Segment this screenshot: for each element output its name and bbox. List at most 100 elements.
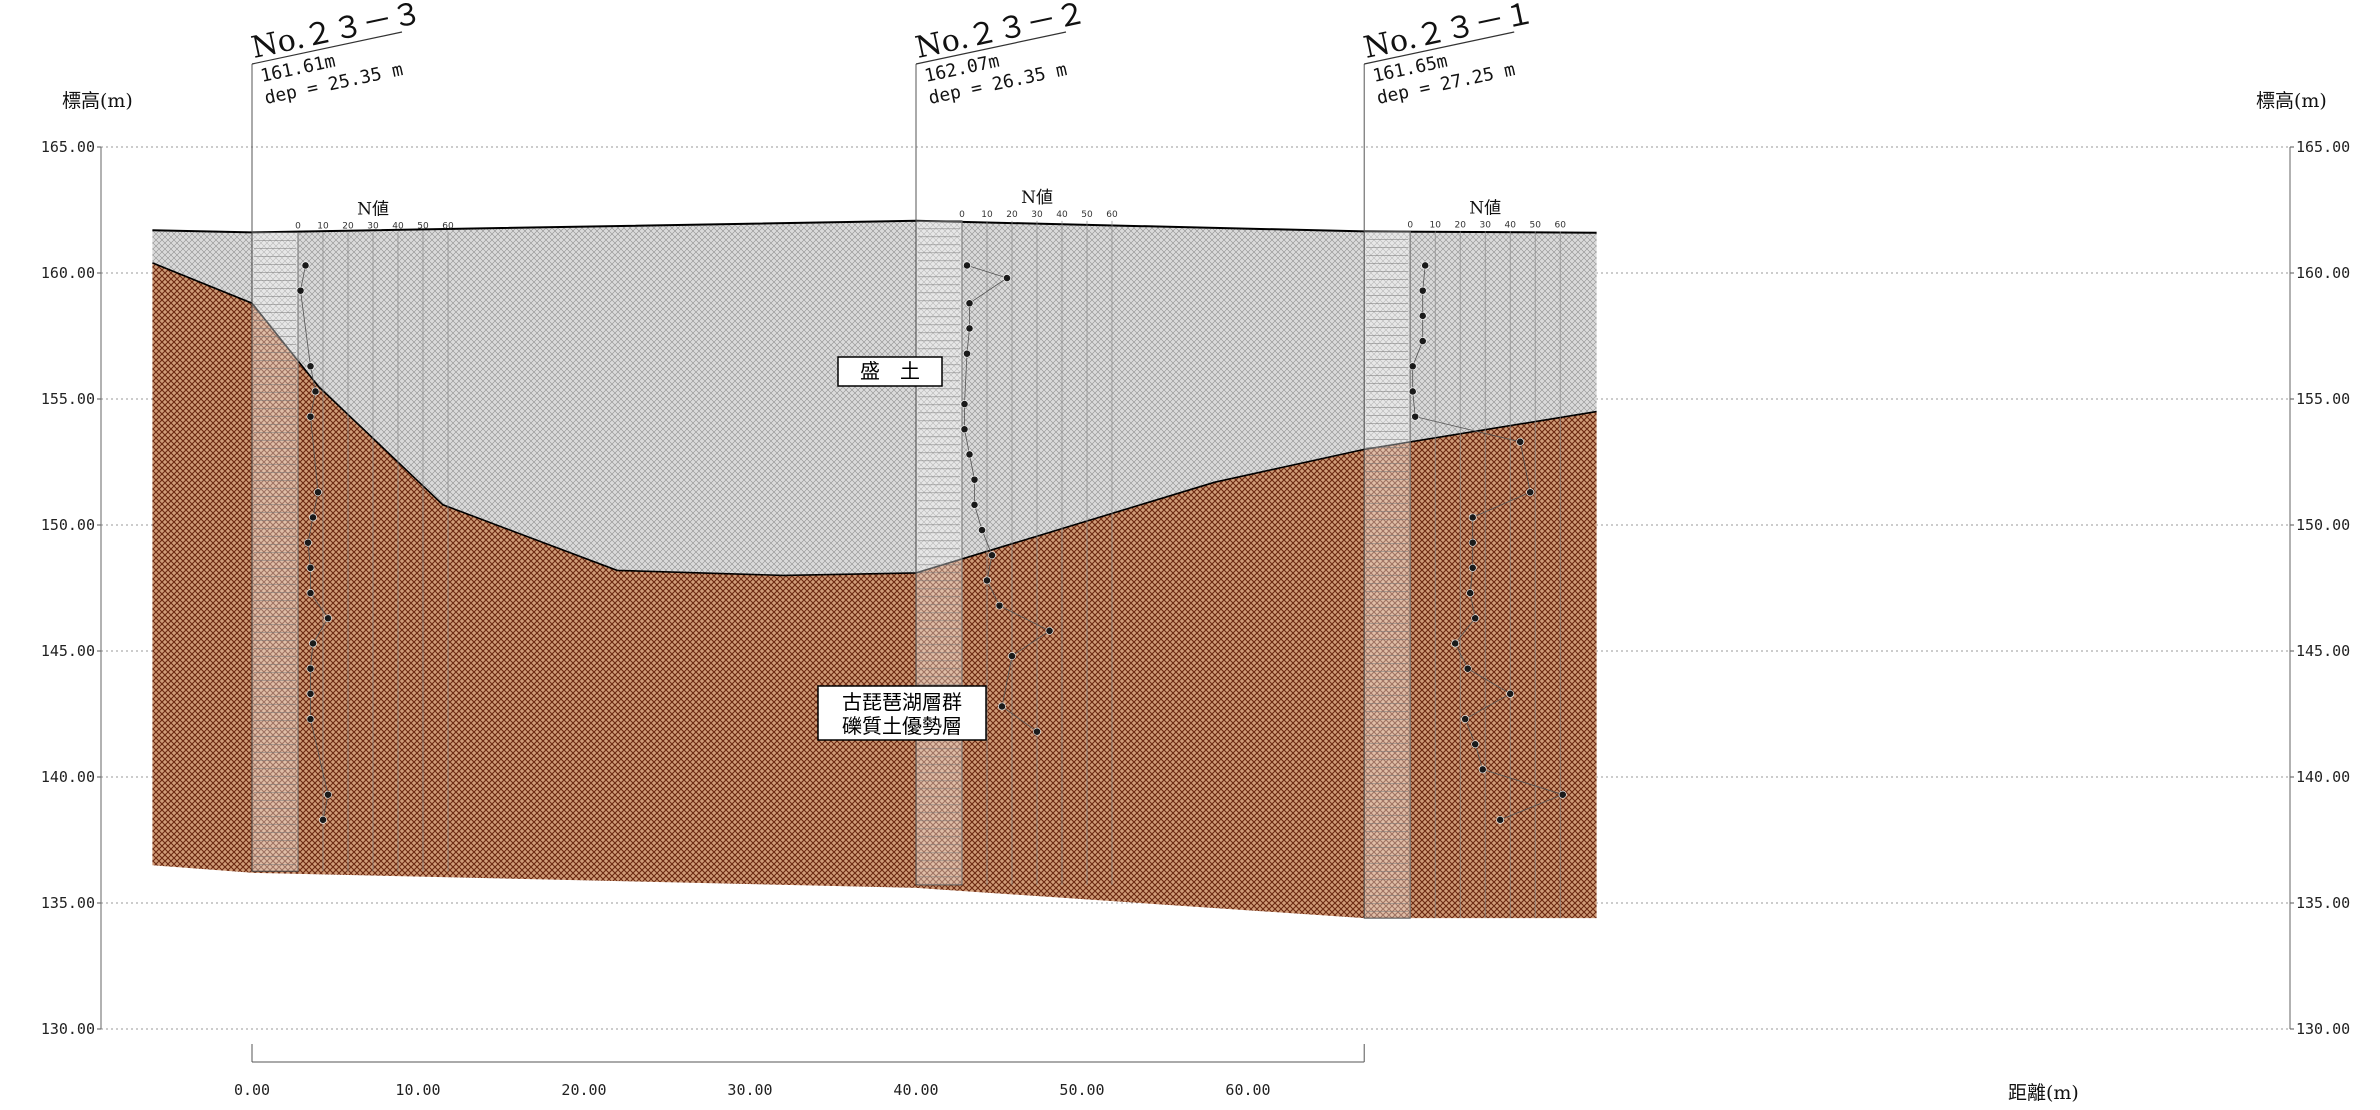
elevation-tick-label-right: 150.00 xyxy=(2296,516,2350,534)
n-value-point xyxy=(970,475,979,484)
borehole-name-underline xyxy=(915,31,1067,65)
n-value-tick-label: 20 xyxy=(1006,210,1018,220)
n-value-tick-label: 60 xyxy=(442,221,454,231)
n-value-point xyxy=(306,563,315,572)
gravel-layer xyxy=(152,262,1597,919)
n-value-point xyxy=(965,450,974,459)
n-value-tick-label: 20 xyxy=(1454,220,1466,230)
n-value-point xyxy=(1451,639,1460,648)
n-value-point xyxy=(324,614,332,623)
n-value-point xyxy=(970,500,979,509)
n-value-tick-label: 10 xyxy=(1429,220,1441,230)
borehole-name-underline xyxy=(1364,31,1515,65)
gravel-layer-label-line-2: 礫質土優勢層 xyxy=(842,714,962,738)
n-value-point xyxy=(1008,652,1016,660)
n-value-point xyxy=(306,589,315,597)
n-value-point xyxy=(1468,513,1477,522)
n-value-point xyxy=(324,790,332,799)
n-value-point xyxy=(1408,362,1417,371)
n-value-point xyxy=(1033,727,1041,736)
n-value-tick-label: 0 xyxy=(1407,220,1413,230)
n-value-title: N値 xyxy=(1469,198,1501,218)
distance-axis-title: 距離(m) xyxy=(2008,1082,2079,1104)
n-value-point xyxy=(1516,437,1525,446)
borehole-column xyxy=(1363,230,1411,919)
n-value-point xyxy=(306,689,315,698)
n-value-tick-label: 30 xyxy=(367,221,379,231)
n-value-point xyxy=(1418,337,1427,345)
n-value-point xyxy=(978,526,986,534)
n-value-title: N値 xyxy=(1021,188,1053,208)
distance-tick-label: 0.00 xyxy=(234,1081,270,1099)
fill-layer xyxy=(152,220,1597,576)
elevation-tick-label-left: 135.00 xyxy=(41,894,95,912)
n-value-tick-label: 50 xyxy=(417,221,429,231)
n-value-point xyxy=(319,815,327,824)
n-value-point xyxy=(1526,488,1535,497)
n-value-tick-label: 40 xyxy=(392,221,404,231)
elevation-axis-title-right: 標高(m) xyxy=(2256,90,2327,112)
n-value-point xyxy=(1468,563,1477,572)
n-value-line xyxy=(964,265,1051,732)
n-value-point xyxy=(306,362,315,371)
distance-tick-label: 20.00 xyxy=(561,1081,606,1099)
n-value-point xyxy=(963,261,971,270)
elevation-tick-label-left: 150.00 xyxy=(41,516,95,534)
elevation-axis-title-left: 標高(m) xyxy=(62,90,133,112)
n-value-point xyxy=(983,576,991,585)
n-value-tick-label: 60 xyxy=(1106,210,1118,220)
n-value-point xyxy=(1496,815,1505,824)
elevation-tick-label-left: 160.00 xyxy=(41,264,95,282)
n-value-point xyxy=(965,299,974,308)
borehole-name: No.２３－２ xyxy=(912,0,1089,66)
n-value-point xyxy=(1466,589,1475,597)
gravel-layer-label: 古琵琶湖層群 礫質土優勢層 xyxy=(817,685,987,741)
borehole-column xyxy=(251,231,299,872)
n-value-point xyxy=(965,324,974,333)
elevation-tick-label-left: 140.00 xyxy=(41,768,95,786)
n-value-tick-label: 50 xyxy=(1081,210,1093,220)
n-value-point xyxy=(1463,664,1472,673)
borehole-name: No.２３－１ xyxy=(1361,0,1538,66)
layer-boundary-line xyxy=(152,262,1597,577)
elevation-tick-label-left: 145.00 xyxy=(41,642,95,660)
n-value-point xyxy=(304,538,312,547)
n-value-point xyxy=(1471,614,1480,623)
elevation-tick-label-left: 165.00 xyxy=(41,138,95,156)
n-value-title: N値 xyxy=(357,199,389,219)
n-value-point xyxy=(960,400,969,408)
n-value-point xyxy=(306,412,315,421)
gravel-layer-label-line-1: 古琵琶湖層群 xyxy=(842,690,962,714)
borehole-name: No.２３－３ xyxy=(248,0,425,66)
n-value-point xyxy=(1421,261,1430,270)
n-value-point xyxy=(1045,626,1054,635)
distance-tick-label: 50.00 xyxy=(1059,1081,1104,1099)
n-value-point xyxy=(296,286,305,295)
n-value-line xyxy=(1412,265,1564,821)
n-value-point xyxy=(1408,387,1417,396)
elevation-tick-label-right: 155.00 xyxy=(2296,390,2350,408)
n-value-point xyxy=(309,513,317,522)
n-value-point xyxy=(1003,274,1011,282)
n-value-point xyxy=(1478,765,1487,774)
geology-layers xyxy=(152,219,1597,919)
distance-tick-label: 30.00 xyxy=(727,1081,772,1099)
elevation-tick-label-right: 135.00 xyxy=(2296,894,2350,912)
n-value-tick-label: 10 xyxy=(317,221,329,231)
elevation-tick-label-right: 130.00 xyxy=(2296,1020,2350,1038)
elevation-tick-label-right: 160.00 xyxy=(2296,264,2350,282)
distance-tick-label: 10.00 xyxy=(395,1081,440,1099)
n-value-point xyxy=(306,664,315,673)
n-value-point xyxy=(1558,790,1567,799)
n-value-tick-label: 0 xyxy=(959,210,965,220)
axes: 165.00 165.00 160.00 160.00 155.00 155.00 150.… xyxy=(41,138,2350,1099)
fill-layer-label-text: 盛 土 xyxy=(860,359,920,383)
elevation-tick-label-right: 140.00 xyxy=(2296,768,2350,786)
n-value-point xyxy=(1411,412,1420,421)
n-value-point xyxy=(1418,311,1427,320)
n-value-point xyxy=(306,715,315,723)
n-value-tick-label: 30 xyxy=(1031,210,1043,220)
n-value-point xyxy=(314,488,322,497)
